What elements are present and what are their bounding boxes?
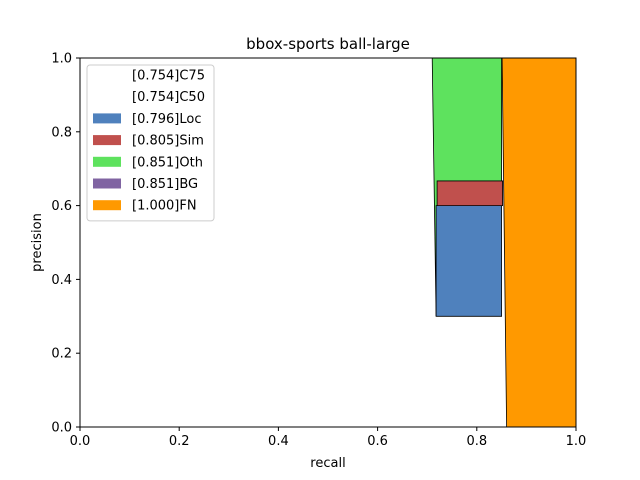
- area-series-2: [435, 205, 503, 317]
- y-tick-label: 0.0: [51, 421, 72, 436]
- x-tick-label: 0.8: [466, 434, 487, 449]
- legend-entry: [0.851]Oth: [132, 155, 203, 170]
- x-axis-label: recall: [310, 456, 345, 471]
- legend-swatch: [93, 113, 121, 124]
- legend-swatch: [93, 156, 121, 167]
- legend-swatch: [93, 135, 121, 146]
- legend-swatch: [93, 91, 121, 102]
- area-series-4: [431, 57, 503, 317]
- y-tick-label: 1.0: [51, 52, 72, 67]
- legend-entry: [0.754]C50: [132, 90, 205, 105]
- x-tick-label: 0.0: [70, 434, 91, 449]
- x-tick-label: 0.6: [367, 434, 388, 449]
- area-series-3: [436, 180, 504, 207]
- chart-title: bbox-sports ball-large: [246, 35, 410, 53]
- legend-entry: [0.796]Loc: [132, 112, 201, 127]
- y-tick-label: 0.8: [51, 125, 72, 140]
- legend-swatch: [93, 200, 121, 211]
- x-tick-label: 1.0: [566, 434, 587, 449]
- y-tick-label: 0.4: [51, 273, 72, 288]
- legend-entry: [0.851]BG: [132, 177, 198, 192]
- y-tick-label: 0.2: [51, 347, 72, 362]
- x-tick-label: 0.2: [169, 434, 190, 449]
- area-series-6: [501, 57, 577, 428]
- y-ticks: 0.0 0.2 0.4 0.6 0.8 1.0: [51, 52, 80, 436]
- axes-frame: [79, 57, 577, 428]
- y-tick-label: 0.6: [51, 199, 72, 214]
- x-ticks: 0.0 0.2 0.4 0.6 0.8 1.0: [70, 427, 587, 449]
- legend-swatch: [93, 178, 121, 189]
- legend-entry: [0.805]Sim: [132, 134, 204, 149]
- legend: [0.754]C75 [0.754]C50 [0.796]Loc [0.805]Sim…: [86, 64, 215, 222]
- x-tick-label: 0.4: [268, 434, 289, 449]
- y-axis-label: precision: [30, 213, 45, 272]
- legend-swatch: [93, 70, 121, 80]
- legend-entry: [1.000]FN: [132, 199, 197, 214]
- legend-entry: [0.754]C75: [132, 69, 205, 84]
